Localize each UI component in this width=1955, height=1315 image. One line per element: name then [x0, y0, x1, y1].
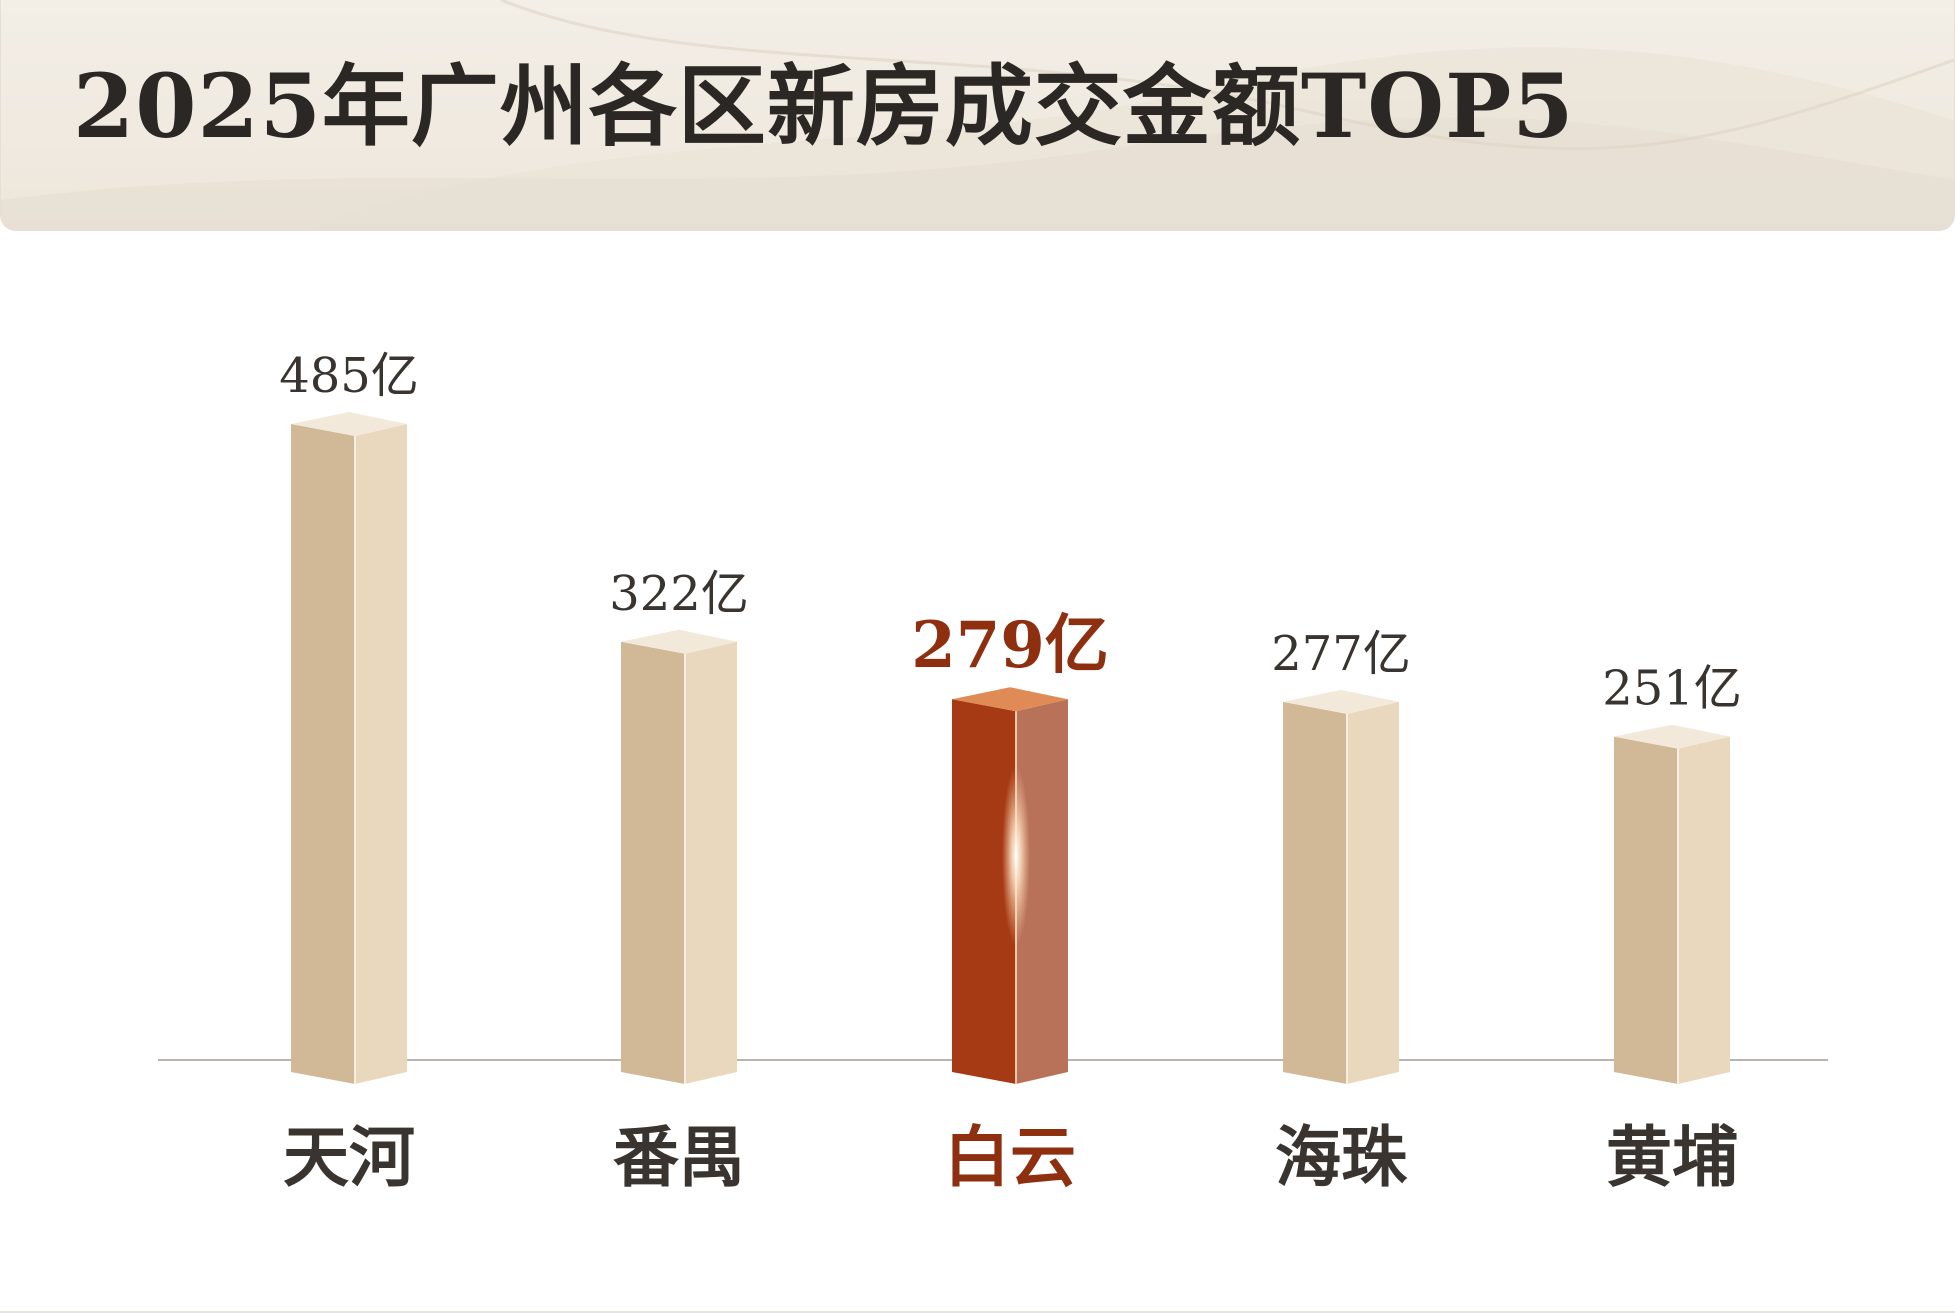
bar-value-label: 277亿 — [1271, 626, 1411, 682]
bar-front-face — [291, 424, 355, 1084]
bar-top-face — [1614, 724, 1730, 749]
bar-top-face — [291, 412, 407, 436]
bar-top-face — [621, 629, 737, 654]
bar-side-face — [1016, 699, 1068, 1084]
category-label: 天河 — [283, 1118, 415, 1196]
banner-swirl-decoration — [1, 0, 1954, 230]
bar-front-face — [1283, 701, 1347, 1084]
category-label: 海珠 — [1275, 1118, 1408, 1196]
title-banner: 2025年广州各区新房成交金额TOP5 — [0, 0, 1955, 231]
bar-glow-effect — [1002, 765, 1030, 946]
bar-front-face — [621, 641, 685, 1084]
bar-side-face — [685, 641, 737, 1084]
bar-front-face — [1614, 736, 1678, 1084]
bar-side-face — [1347, 701, 1399, 1084]
bar-value-label: 322亿 — [609, 566, 749, 622]
bar-side-face — [1678, 736, 1730, 1084]
bar-front-face — [952, 699, 1016, 1084]
bar-top-face — [952, 687, 1068, 712]
bar-top-face — [1283, 689, 1399, 714]
bar-side-face — [355, 424, 407, 1084]
bottom-divider — [0, 1311, 1955, 1313]
bar-value-label: 251亿 — [1602, 661, 1742, 717]
page-title: 2025年广州各区新房成交金额TOP5 — [73, 54, 1575, 158]
category-label: 白云 — [944, 1118, 1076, 1196]
bar-value-label: 279亿 — [911, 608, 1109, 683]
bar-value-label: 485亿 — [279, 348, 419, 404]
category-label: 黄埔 — [1606, 1118, 1738, 1196]
category-label: 番禺 — [613, 1118, 745, 1196]
